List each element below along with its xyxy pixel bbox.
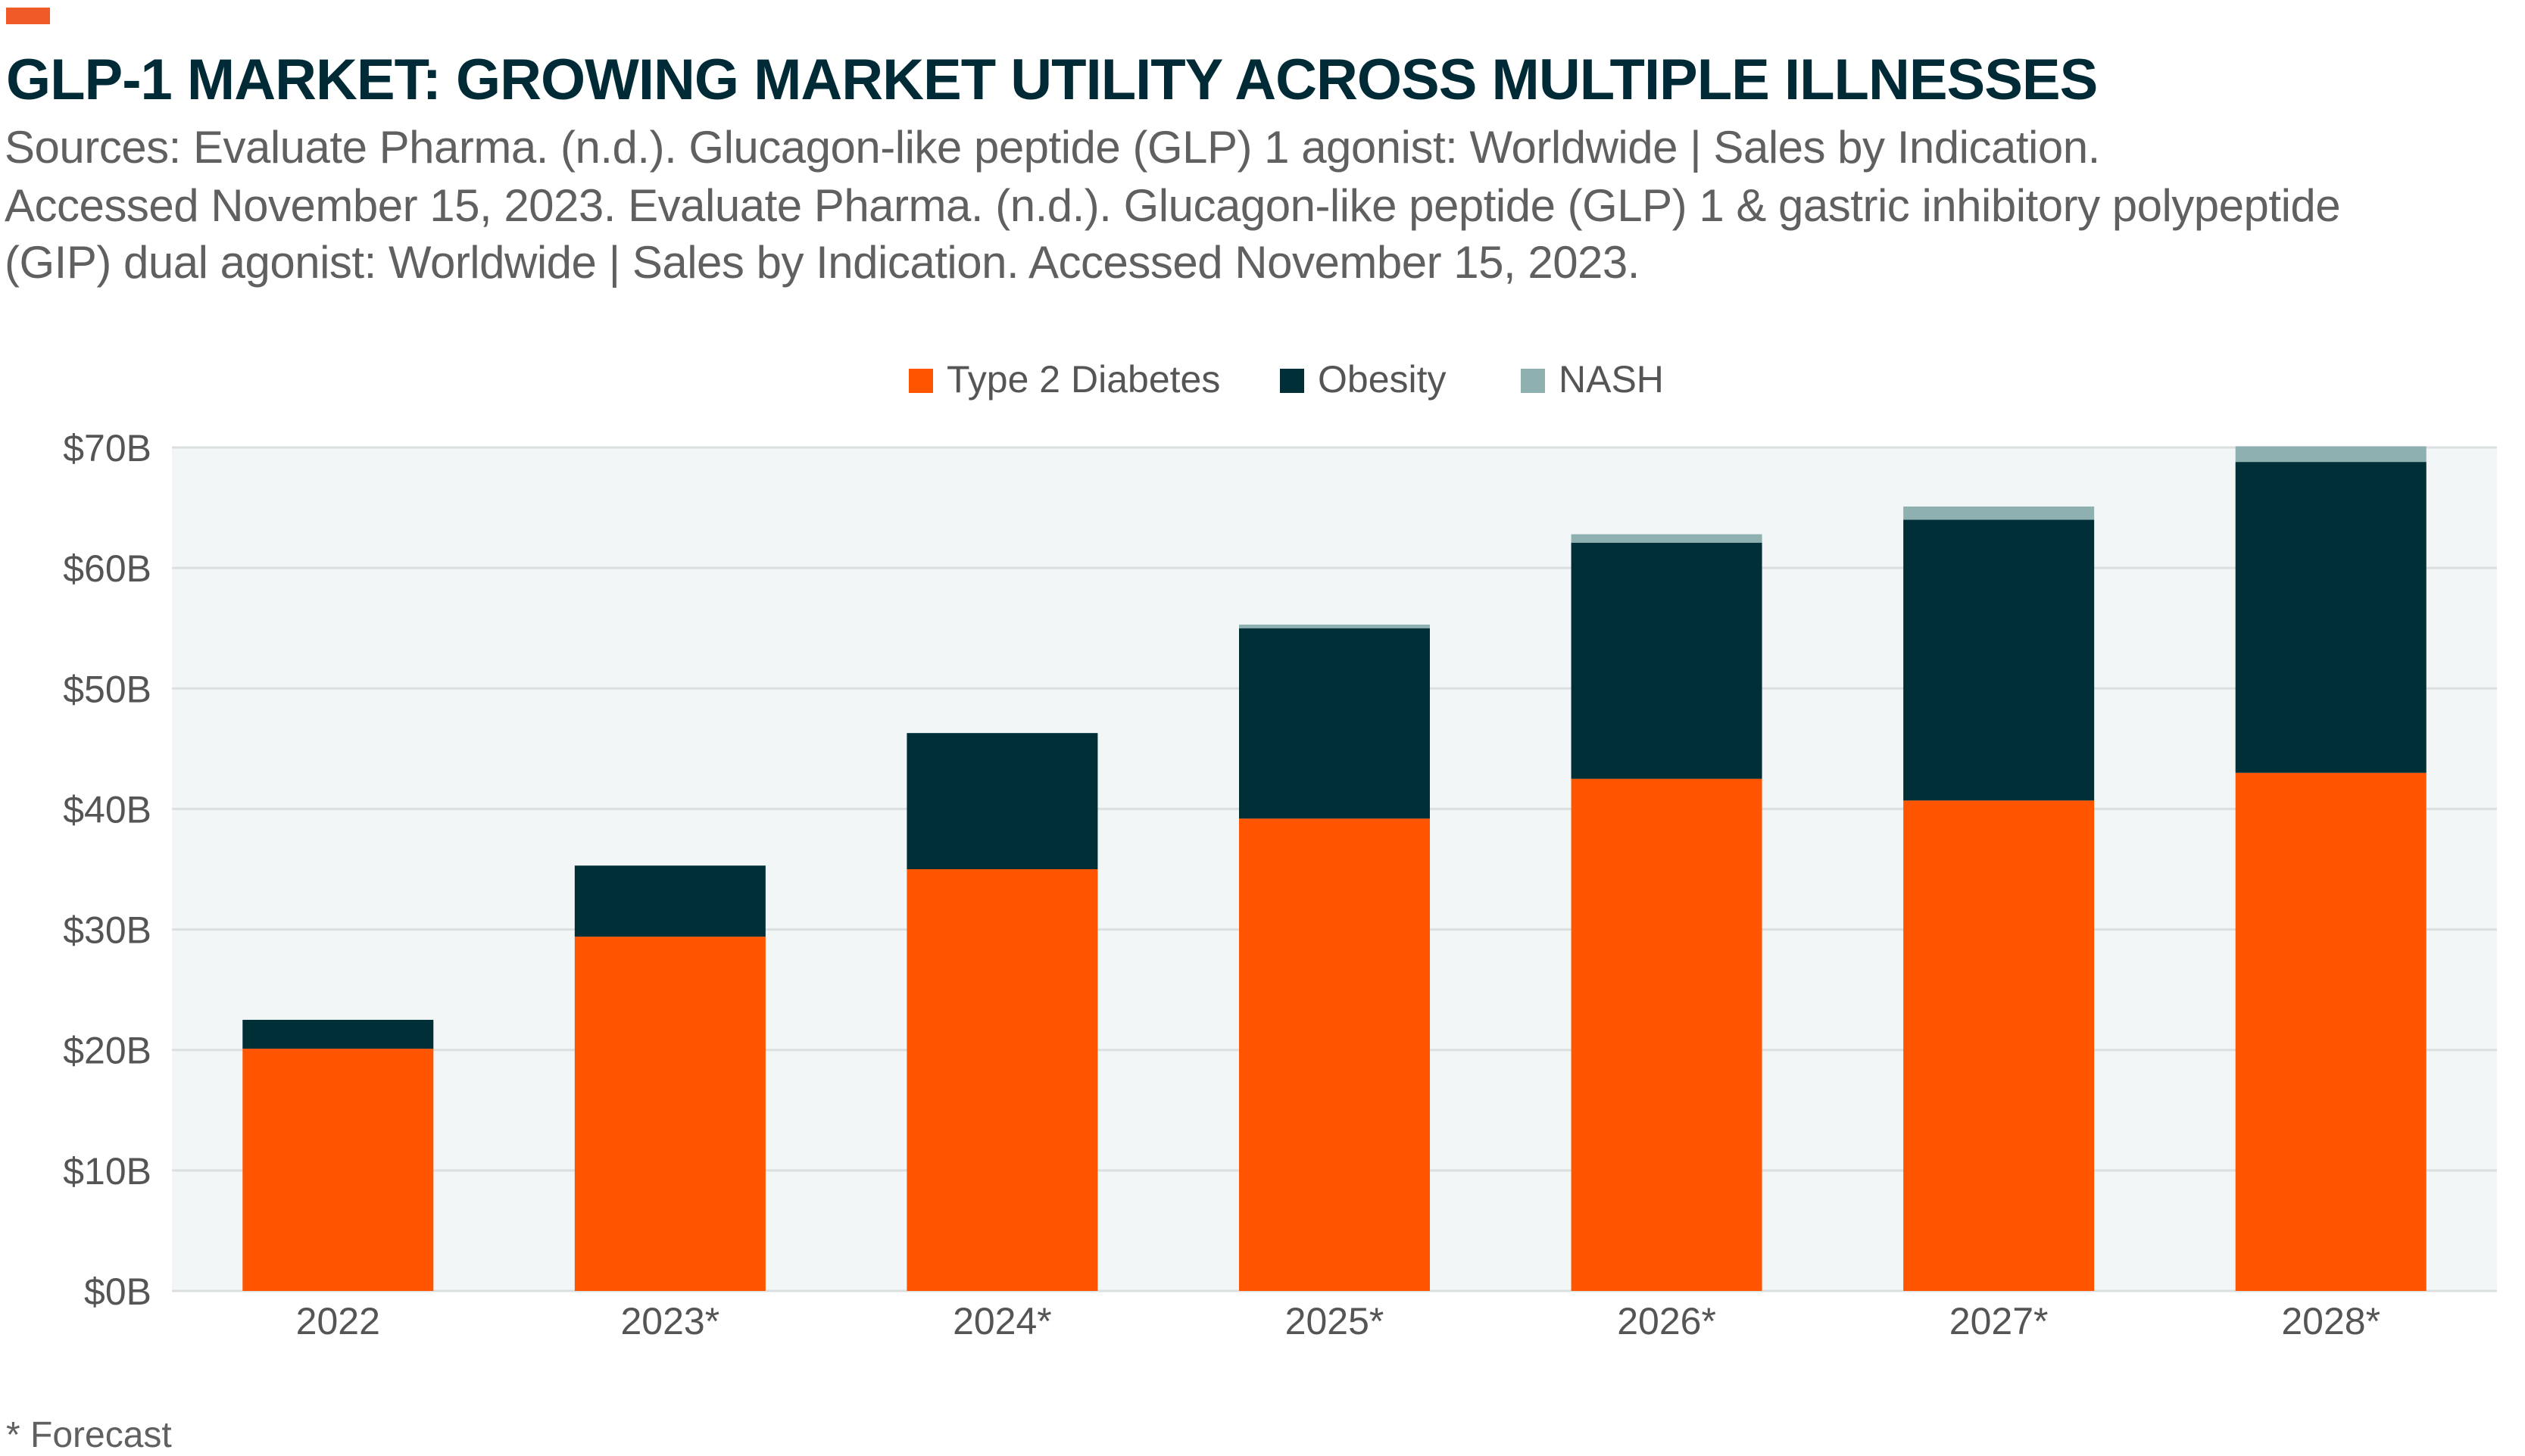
bar-segment-type-2-diabetes bbox=[1571, 778, 1762, 1291]
y-tick-label: $0B bbox=[84, 1270, 151, 1313]
x-tick-label: 2024* bbox=[953, 1300, 1052, 1342]
sources-line-1: Sources: Evaluate Pharma. (n.d.). Glucag… bbox=[5, 122, 2100, 173]
bar-segment-nash bbox=[2235, 446, 2427, 463]
legend-swatch bbox=[1280, 369, 1304, 393]
y-tick-label: $10B bbox=[63, 1150, 151, 1193]
bar-segment-nash bbox=[1571, 534, 1762, 543]
x-tick-label: 2023* bbox=[621, 1300, 720, 1342]
y-tick-label: $30B bbox=[63, 909, 151, 952]
bar-segment-obesity bbox=[1239, 628, 1430, 819]
sources-line-3: (GIP) dual agonist: Worldwide | Sales by… bbox=[5, 237, 1640, 288]
brand-accent-bar bbox=[6, 8, 50, 24]
x-tick-label: 2022 bbox=[296, 1300, 380, 1342]
bar-segment-obesity bbox=[242, 1019, 434, 1049]
y-tick-label: $40B bbox=[63, 788, 151, 831]
x-tick-label: 2025* bbox=[1285, 1300, 1384, 1342]
x-tick-label: 2028* bbox=[2281, 1300, 2380, 1342]
legend-label: Type 2 Diabetes bbox=[947, 358, 1220, 401]
bar-segment-type-2-diabetes bbox=[242, 1049, 434, 1291]
legend-label: NASH bbox=[1559, 358, 1664, 401]
bar-segment-nash bbox=[1903, 506, 2095, 520]
bar-segment-type-2-diabetes bbox=[2235, 772, 2427, 1291]
y-tick-label: $50B bbox=[63, 668, 151, 710]
bar-segment-obesity bbox=[1903, 519, 2095, 801]
y-tick-label: $20B bbox=[63, 1030, 151, 1072]
bar-segment-type-2-diabetes bbox=[1903, 800, 2095, 1291]
chart-title: GLP-1 MARKET: GROWING MARKET UTILITY ACR… bbox=[6, 48, 2098, 112]
x-tick-label: 2026* bbox=[1617, 1300, 1716, 1342]
bar-segment-obesity bbox=[907, 733, 1098, 869]
footnote: * Forecast bbox=[6, 1415, 172, 1455]
y-tick-label: $70B bbox=[63, 427, 151, 469]
legend-label: Obesity bbox=[1318, 358, 1447, 401]
x-tick-label: 2027* bbox=[1949, 1300, 2049, 1342]
bar-segment-nash bbox=[1239, 624, 1430, 628]
sources-line-2: Accessed November 15, 2023. Evaluate Pha… bbox=[5, 180, 2341, 231]
bar-segment-type-2-diabetes bbox=[1239, 818, 1430, 1291]
bar-segment-obesity bbox=[1571, 542, 1762, 779]
y-tick-label: $60B bbox=[63, 547, 151, 590]
bar-segment-type-2-diabetes bbox=[907, 869, 1098, 1291]
bar-segment-obesity bbox=[574, 865, 766, 937]
legend-swatch bbox=[909, 369, 933, 393]
bar-segment-type-2-diabetes bbox=[574, 937, 766, 1291]
bar-segment-obesity bbox=[2235, 462, 2427, 773]
legend-swatch bbox=[1521, 369, 1545, 393]
